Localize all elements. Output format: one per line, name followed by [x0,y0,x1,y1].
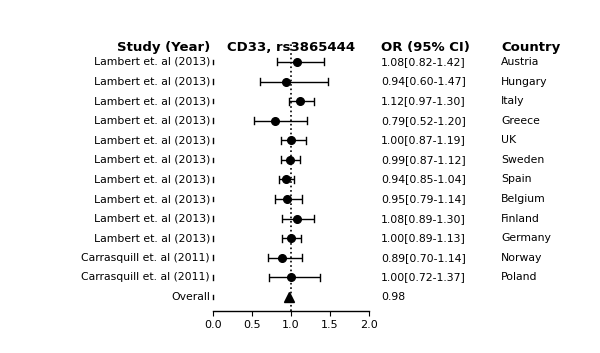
Text: Norway: Norway [501,253,542,263]
Text: 0.94[0.85-1.04]: 0.94[0.85-1.04] [381,174,466,184]
Text: Lambert et. al (2013): Lambert et. al (2013) [94,174,210,184]
Text: Lambert et. al (2013): Lambert et. al (2013) [94,57,210,67]
Text: 1.00[0.87-1.19]: 1.00[0.87-1.19] [381,135,466,145]
Text: 1.00[0.89-1.13]: 1.00[0.89-1.13] [381,233,466,243]
Text: Finland: Finland [501,214,540,223]
Text: Greece: Greece [501,116,540,126]
Text: Lambert et. al (2013): Lambert et. al (2013) [94,135,210,145]
Text: Study (Year): Study (Year) [117,41,210,54]
Text: Carrasquill et. al (2011): Carrasquill et. al (2011) [82,253,210,263]
Text: Hungary: Hungary [501,77,548,86]
Text: 1.08[0.89-1.30]: 1.08[0.89-1.30] [381,214,466,223]
Text: Lambert et. al (2013): Lambert et. al (2013) [94,116,210,126]
Text: Lambert et. al (2013): Lambert et. al (2013) [94,96,210,106]
Text: Sweden: Sweden [501,155,544,165]
Text: Italy: Italy [501,96,524,106]
Text: 1.12[0.97-1.30]: 1.12[0.97-1.30] [381,96,466,106]
Text: Lambert et. al (2013): Lambert et. al (2013) [94,233,210,243]
Text: Country: Country [501,41,560,54]
Text: 0.95[0.79-1.14]: 0.95[0.79-1.14] [381,194,466,204]
Text: Lambert et. al (2013): Lambert et. al (2013) [94,77,210,86]
Text: 1.08[0.82-1.42]: 1.08[0.82-1.42] [381,57,466,67]
Text: Poland: Poland [501,273,538,282]
Text: 0.89[0.70-1.14]: 0.89[0.70-1.14] [381,253,466,263]
Text: UK: UK [501,135,516,145]
Text: Lambert et. al (2013): Lambert et. al (2013) [94,194,210,204]
Text: Carrasquill et. al (2011): Carrasquill et. al (2011) [82,273,210,282]
Text: 0.99[0.87-1.12]: 0.99[0.87-1.12] [381,155,466,165]
Text: Austria: Austria [501,57,539,67]
Text: OR (95% CI): OR (95% CI) [381,41,470,54]
Text: 0.79[0.52-1.20]: 0.79[0.52-1.20] [381,116,466,126]
Text: Lambert et. al (2013): Lambert et. al (2013) [94,155,210,165]
Text: CD33, rs3865444: CD33, rs3865444 [227,41,355,54]
Text: Spain: Spain [501,174,532,184]
Text: 1.00[0.72-1.37]: 1.00[0.72-1.37] [381,273,466,282]
Text: 0.98: 0.98 [381,292,405,302]
Text: Belgium: Belgium [501,194,546,204]
Text: Germany: Germany [501,233,551,243]
Text: Overall: Overall [171,292,210,302]
Text: Lambert et. al (2013): Lambert et. al (2013) [94,214,210,223]
Text: 0.94[0.60-1.47]: 0.94[0.60-1.47] [381,77,466,86]
